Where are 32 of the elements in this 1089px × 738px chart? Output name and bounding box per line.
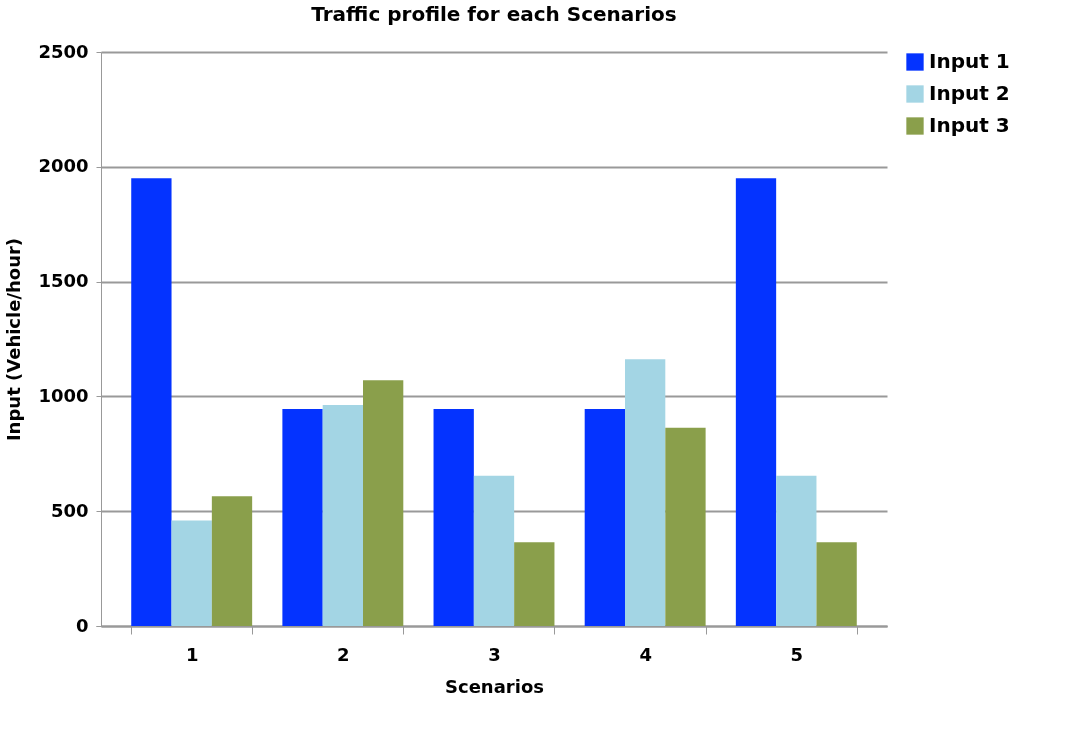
bar — [171, 520, 212, 626]
bar — [131, 178, 172, 626]
x-tick-label: 2 — [337, 643, 350, 665]
y-tick-label: 2500 — [38, 40, 89, 62]
y-axis-title: Input (Vehicle/hour) — [3, 237, 25, 442]
y-tick-label: 1000 — [38, 384, 89, 406]
x-axis-title: Scenarios — [445, 675, 544, 697]
legend-label: Input 2 — [929, 81, 1010, 105]
bar — [816, 542, 857, 626]
bar — [514, 542, 555, 626]
bar — [211, 496, 253, 626]
y-tick-label: 0 — [75, 614, 89, 636]
x-tick-label: 4 — [639, 643, 652, 665]
bar — [282, 409, 323, 626]
x-tick-label: 3 — [488, 643, 501, 665]
chart-title: Traffic profile for each Scenarios — [311, 2, 677, 26]
y-tick-label: 2000 — [38, 155, 89, 177]
y-tick-label: 1500 — [38, 270, 89, 292]
legend-label: Input 3 — [929, 113, 1010, 137]
bar — [735, 178, 777, 626]
bar — [776, 475, 817, 626]
bar — [322, 404, 363, 626]
bar — [433, 409, 474, 626]
legend-label: Input 1 — [929, 49, 1010, 73]
bar — [363, 380, 404, 626]
x-tick-label: 5 — [790, 643, 804, 665]
bar — [625, 359, 666, 626]
bar — [665, 427, 706, 626]
y-tick-label: 500 — [50, 499, 89, 521]
bar — [584, 409, 625, 626]
x-tick-label: 1 — [185, 643, 199, 665]
bar — [473, 475, 515, 626]
